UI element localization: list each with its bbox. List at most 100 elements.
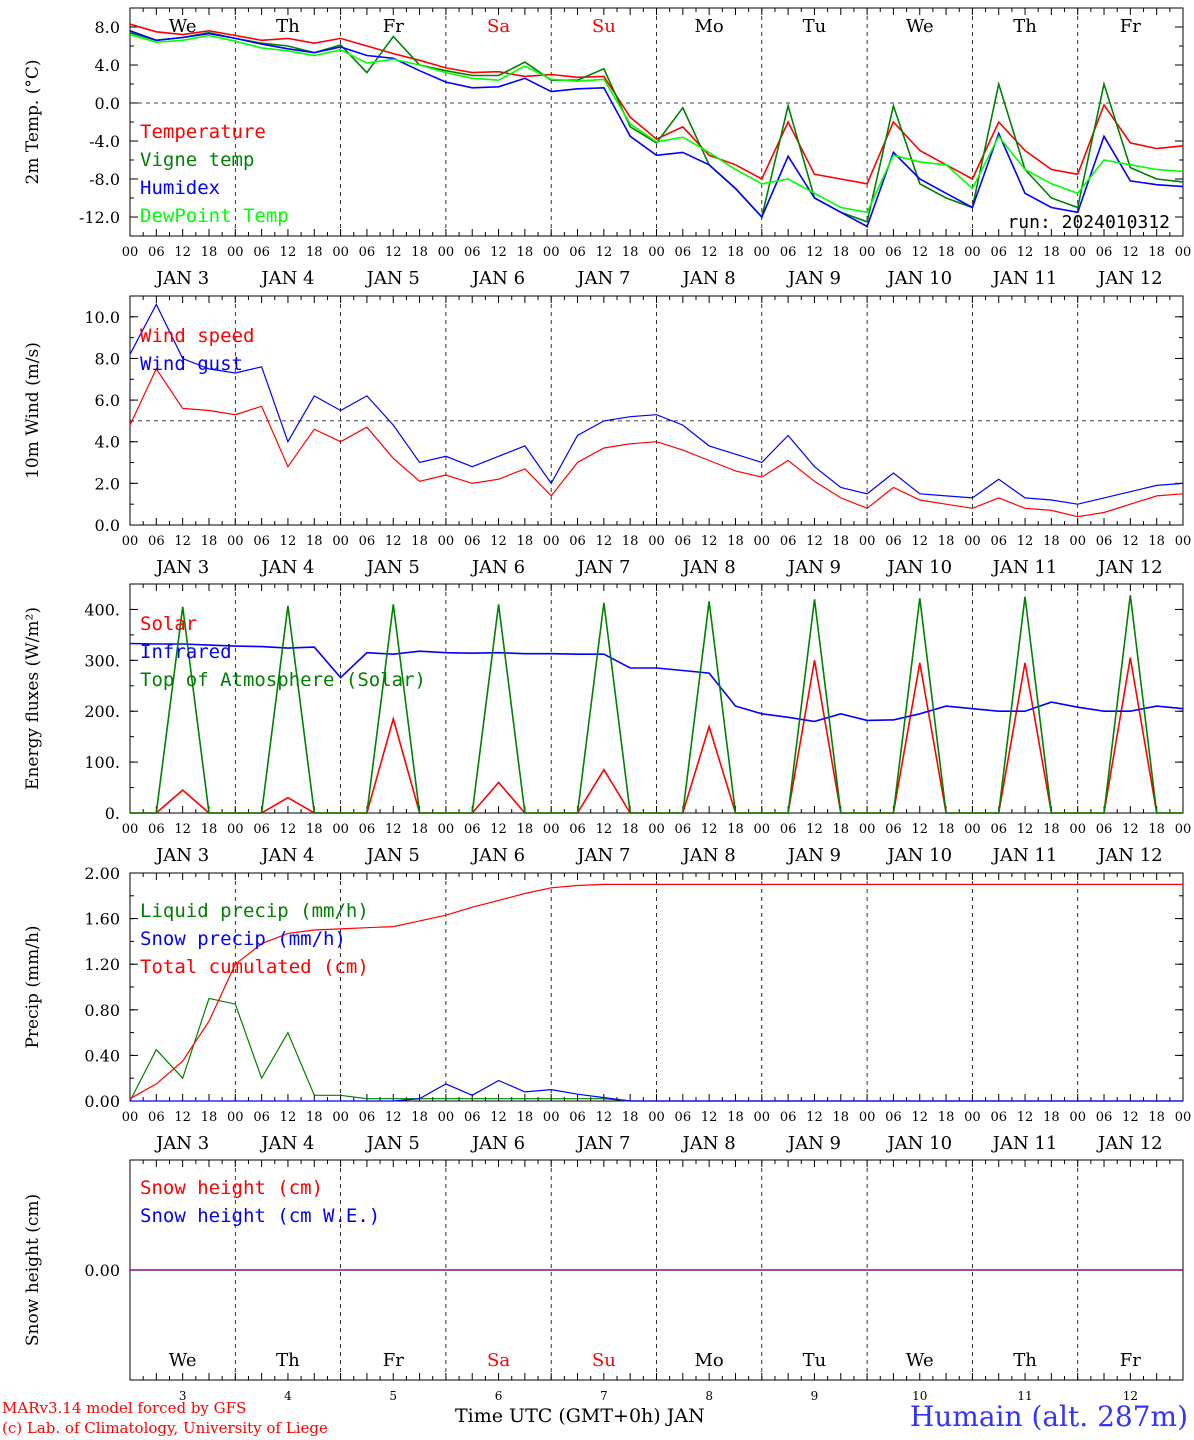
hour-label: 12 [1017,534,1034,549]
hour-label: 18 [201,1110,218,1125]
hour-label: 00 [964,822,981,837]
y-axis-label: 2m Temp. (°C) [23,59,43,184]
hour-label: 18 [1043,822,1060,837]
day-name: We [906,16,934,37]
hour-label: 12 [174,1110,191,1125]
hour-label: 12 [806,1110,823,1125]
y-tick-label: 8.0 [95,18,120,37]
y-tick-label: 2.0 [95,474,120,493]
hour-label: 00 [1069,1110,1086,1125]
y-tick-label: 0.00 [84,1092,120,1111]
hour-label: 12 [385,1110,402,1125]
hour-label: 12 [1122,1110,1139,1125]
legend-entry: Snow height (cm W.E.) [140,1205,380,1227]
hour-label: 06 [885,534,902,549]
day-date-label: JAN 5 [365,845,420,866]
day-date-label: JAN 4 [259,557,314,578]
day-name: Th [276,16,300,37]
hour-label: 18 [1148,534,1165,549]
hour-label: 18 [517,822,534,837]
hour-label: 12 [596,1110,613,1125]
hour-label: 00 [543,245,560,260]
day-date-label: JAN 9 [786,1133,841,1154]
station-title: Humain (alt. 287m) [909,1400,1188,1433]
hour-label: 18 [622,534,639,549]
day-number: 7 [600,1389,608,1403]
hour-label: 06 [253,822,270,837]
hour-label: 12 [490,245,507,260]
day-date-label: JAN 8 [681,557,736,578]
hour-label: 06 [1096,1110,1113,1125]
hour-label: 06 [990,245,1007,260]
day-date-label: JAN 7 [575,268,630,289]
legend-entry: Humidex [140,177,220,199]
hour-label: 12 [385,245,402,260]
day-name: Fr [383,1350,404,1371]
legend-entry: DewPoint Temp [140,205,289,227]
hour-label: 06 [1096,822,1113,837]
hour-label: 12 [596,822,613,837]
legend-entry: Snow height (cm) [140,1177,323,1199]
y-tick-label: -4.0 [89,132,120,151]
y-axis-label: Snow height (cm) [23,1194,43,1346]
hour-label: 18 [411,534,428,549]
y-axis-label: Energy fluxes (W/m²) [23,607,43,790]
day-date-label: JAN 7 [575,557,630,578]
hour-label: 12 [174,245,191,260]
day-date-label: JAN 3 [154,1133,209,1154]
hour-label: 00 [1069,534,1086,549]
legend-entry: Solar [140,613,197,635]
hour-label: 12 [280,822,297,837]
y-tick-label: -12.0 [79,208,120,227]
series-line-1 [130,1079,1183,1102]
hour-label: 12 [1017,822,1034,837]
hour-label: 06 [885,245,902,260]
hour-label: 12 [280,245,297,260]
hour-label: 06 [780,822,797,837]
hour-label: 18 [727,1110,744,1125]
hour-label: 12 [701,1110,718,1125]
hour-label: 12 [596,534,613,549]
hour-label: 06 [675,822,692,837]
y-tick-label: 100. [84,753,120,772]
hour-label: 12 [701,822,718,837]
day-name: Su [592,1350,616,1371]
legend-entry: Temperature [140,121,266,143]
day-date-label: JAN 8 [681,1133,736,1154]
run-label: run: 2024010312 [1007,212,1170,233]
y-tick-label: 200. [84,702,120,721]
hour-label: 00 [1175,1110,1192,1125]
day-name: Mo [695,16,724,37]
hour-label: 18 [201,822,218,837]
day-date-label: JAN 8 [681,845,736,866]
y-tick-label: 0. [105,804,120,823]
hour-label: 06 [990,822,1007,837]
hour-label: 06 [569,534,586,549]
credit-model: MARv3.14 model forced by GFS [2,1399,247,1417]
hour-label: 00 [227,1110,244,1125]
hour-label: 00 [859,245,876,260]
hour-label: 00 [1175,245,1192,260]
hour-label: 06 [359,822,376,837]
hour-label: 00 [438,245,455,260]
day-date-label: JAN 7 [575,1133,630,1154]
hour-label: 18 [727,534,744,549]
hour-label: 06 [148,822,165,837]
day-date-label: JAN 7 [575,845,630,866]
day-number: 8 [705,1389,713,1403]
hour-label: 18 [517,1110,534,1125]
hour-label: 18 [411,245,428,260]
hour-label: 00 [648,534,665,549]
day-number: 5 [389,1389,397,1403]
hour-label: 12 [1122,534,1139,549]
hour-label: 12 [490,534,507,549]
hour-label: 00 [648,1110,665,1125]
hour-label: 00 [543,1110,560,1125]
hour-label: 18 [833,822,850,837]
hour-label: 18 [938,245,955,260]
legend-entry: Liquid precip (mm/h) [140,900,369,922]
hour-label: 06 [1096,534,1113,549]
hour-label: 00 [754,534,771,549]
hour-label: 00 [648,245,665,260]
hour-label: 18 [306,534,323,549]
